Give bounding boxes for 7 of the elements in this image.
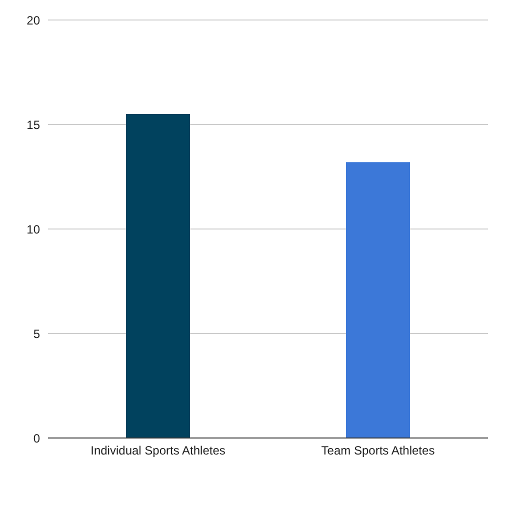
x-tick-label: Individual Sports Athletes bbox=[90, 444, 226, 458]
y-tick-label: 5 bbox=[33, 326, 40, 341]
y-tick-label: 10 bbox=[26, 222, 40, 236]
y-tick-label: 15 bbox=[26, 118, 40, 132]
y-tick-label: 0 bbox=[33, 431, 40, 446]
y-tick-label: 20 bbox=[26, 13, 40, 28]
x-tick-label: Team Sports Athletes bbox=[321, 444, 435, 458]
